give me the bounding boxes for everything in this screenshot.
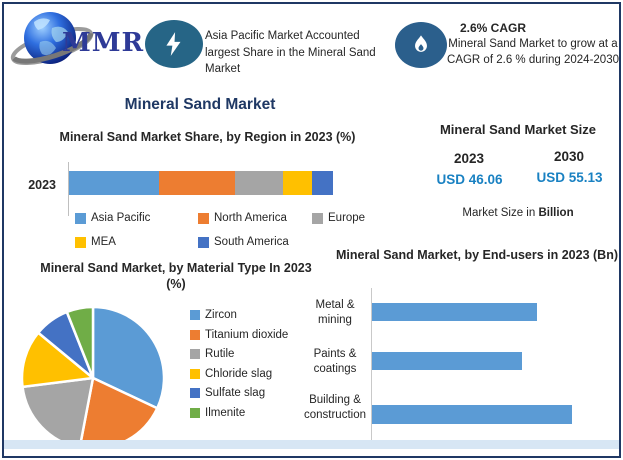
legend-item-rutile: Rutile bbox=[190, 348, 288, 360]
legend-label: North America bbox=[214, 212, 287, 224]
legend-swatch bbox=[198, 236, 209, 248]
legend-label: Asia Pacific bbox=[91, 212, 151, 224]
region-chart-title: Mineral Sand Market Share, by Region in … bbox=[59, 130, 356, 144]
market-size-note-unit: Billion bbox=[538, 207, 574, 219]
legend-item-sulfate-slag: Sulfate slag bbox=[190, 387, 288, 399]
legend-item-ilmenite: Ilmenite bbox=[190, 407, 288, 419]
legend-swatch bbox=[75, 212, 86, 224]
region-stacked-bar bbox=[69, 171, 333, 195]
highlight-asia-pacific-text: Asia Pacific Market Accounted largest Sh… bbox=[205, 30, 376, 75]
legend-swatch bbox=[312, 212, 323, 224]
market-size-note-prefix: Market Size in bbox=[462, 207, 539, 219]
stacked-segment-mea bbox=[282, 171, 312, 195]
legend-swatch bbox=[190, 368, 200, 379]
legend-item-asia-pacific: Asia Pacific bbox=[75, 212, 150, 224]
endusers-category-metal-mining: Metal & mining bbox=[315, 299, 355, 326]
pie-slice-rutile bbox=[21, 376, 95, 449]
flame-icon bbox=[415, 35, 427, 52]
lightning-badge bbox=[145, 20, 203, 68]
legend-swatch bbox=[190, 407, 200, 418]
legend-label: Titanium dioxide bbox=[205, 328, 289, 341]
legend-swatch bbox=[75, 236, 86, 248]
legend-label: South America bbox=[214, 236, 289, 248]
legend-label: Zircon bbox=[205, 309, 237, 321]
bottom-accent-strip bbox=[4, 440, 619, 449]
region-chart-y-axis bbox=[68, 162, 69, 216]
material-chart-title: Mineral Sand Market, by Material Type In… bbox=[40, 261, 312, 291]
legend-label: Ilmenite bbox=[205, 406, 246, 419]
market-size-value-start: USD 46.06 bbox=[436, 172, 503, 187]
mmr-logo: MMR bbox=[10, 8, 150, 74]
market-size-year-end: 2030 bbox=[553, 149, 585, 164]
stacked-segment-south-america bbox=[311, 171, 333, 195]
region-chart-category-label: 2023 bbox=[28, 178, 56, 192]
market-size-year-start: 2023 bbox=[453, 151, 485, 166]
globe-swoosh-icon bbox=[10, 12, 94, 66]
legend-label: MEA bbox=[91, 236, 116, 248]
market-size-value-end: USD 55.13 bbox=[536, 170, 603, 185]
legend-item-europe: Europe bbox=[312, 212, 365, 224]
stacked-segment-europe bbox=[235, 171, 283, 195]
legend-swatch bbox=[190, 388, 200, 398]
endusers-category-paints-coatings: Paints & coatings bbox=[313, 348, 357, 375]
stacked-segment-asia-pacific bbox=[69, 171, 159, 195]
legend-label: Chloride slag bbox=[205, 367, 273, 380]
market-size-note: Market Size in Billion bbox=[420, 207, 616, 219]
highlight-cagr-block: 2.6% CAGR Mineral Sand Market to grow at… bbox=[446, 20, 619, 68]
legend-swatch bbox=[198, 212, 209, 224]
legend-label: Sulfate slag bbox=[205, 387, 266, 399]
endusers-bar-track bbox=[372, 303, 577, 321]
endusers-bar-track bbox=[372, 352, 577, 370]
legend-item-chloride-slag: Chloride slag bbox=[190, 368, 288, 380]
pie-slice-zircon bbox=[91, 305, 166, 410]
cagr-title: 2.6% CAGR bbox=[460, 21, 527, 35]
material-pie-chart bbox=[20, 305, 166, 451]
endusers-bar-metal-mining bbox=[372, 303, 537, 321]
legend-item-south-america: South America bbox=[198, 236, 289, 248]
endusers-bar-paints-coatings bbox=[372, 352, 522, 370]
endusers-category-building-construction: Building & construction bbox=[303, 394, 366, 421]
material-pie-legend: Zircon Titanium dioxide Rutile Chloride … bbox=[190, 309, 288, 419]
cagr-text: Mineral Sand Market to grow at a CAGR of… bbox=[447, 38, 619, 66]
legend-label: Rutile bbox=[205, 348, 235, 360]
endusers-chart-y-axis bbox=[371, 288, 372, 445]
endusers-bar-building-construction bbox=[372, 405, 572, 424]
endusers-bar-track bbox=[372, 405, 577, 424]
stacked-segment-north-america bbox=[158, 171, 236, 195]
endusers-chart-title: Mineral Sand Market, by End-users in 202… bbox=[335, 248, 619, 262]
logo-text: MMR bbox=[62, 28, 145, 58]
page-title: Mineral Sand Market bbox=[124, 96, 276, 113]
legend-item-zircon: Zircon bbox=[190, 309, 288, 321]
legend-swatch bbox=[190, 349, 200, 359]
legend-label: Europe bbox=[328, 212, 366, 224]
flame-badge bbox=[395, 22, 447, 68]
legend-swatch bbox=[190, 329, 200, 340]
legend-item-mea: MEA bbox=[75, 236, 116, 248]
market-size-title: Mineral Sand Market Size bbox=[439, 122, 597, 137]
legend-item-titanium-dioxide: Titanium dioxide bbox=[190, 329, 288, 341]
pie-slice-ilmenite bbox=[65, 305, 95, 380]
lightning-icon bbox=[166, 32, 181, 56]
legend-swatch bbox=[190, 310, 200, 320]
legend-item-north-america: North America bbox=[198, 212, 287, 224]
